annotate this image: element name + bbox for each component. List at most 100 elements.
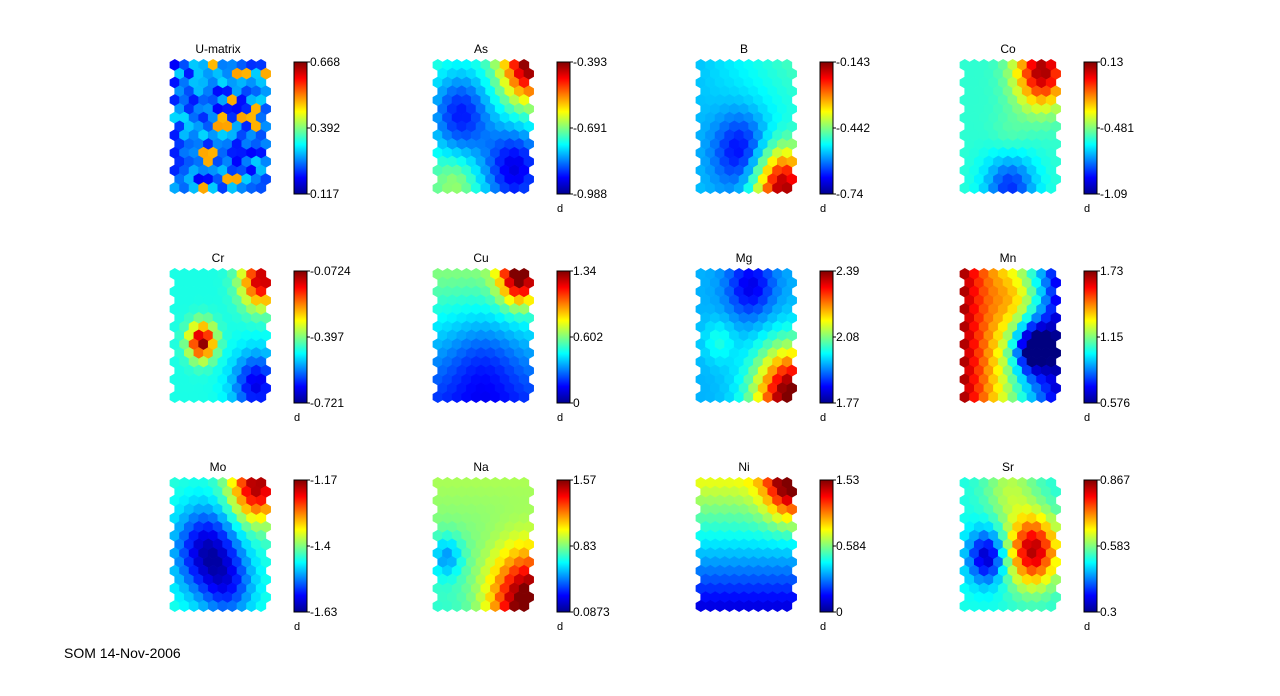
colorbar-unit-label: d [557, 203, 563, 215]
hex-cell [432, 129, 443, 142]
hex-cell [207, 111, 219, 124]
hex-cell [1002, 347, 1014, 360]
hex-cell [442, 182, 453, 194]
hex-cell [490, 164, 501, 177]
hex-cell [959, 59, 970, 71]
hex-cell [466, 276, 477, 289]
hex-cell [446, 485, 458, 498]
hex-cell [724, 477, 735, 489]
hex-cell [236, 320, 248, 333]
hex-cell [514, 573, 525, 586]
hex-cell [988, 582, 999, 595]
hex-cell [188, 182, 200, 194]
hex-cell [1045, 285, 1057, 298]
hex-cell [494, 138, 506, 151]
hex-cell [217, 303, 228, 316]
hex-cell [437, 138, 448, 151]
hex-cell [1050, 556, 1061, 569]
hex-cell [217, 355, 228, 368]
hex-cell [485, 311, 496, 324]
hex-cell [983, 520, 994, 533]
colorbar-unit-label: d [820, 621, 826, 633]
hex-cell [260, 382, 271, 395]
hex-cell [207, 129, 219, 142]
hex-cell [485, 329, 496, 342]
hex-cell [997, 564, 1009, 577]
hex-cell [1050, 520, 1061, 533]
colorbar-tick-label: 0.602 [573, 330, 603, 344]
hex-cell [1031, 503, 1042, 516]
hex-cell [461, 494, 472, 507]
hex-cell [978, 547, 990, 560]
hex-cell [437, 347, 448, 360]
hex-cell [255, 338, 267, 351]
hex-cell [236, 146, 248, 159]
hex-cell [733, 547, 745, 560]
hex-cell [738, 347, 750, 360]
hex-cell [437, 382, 448, 395]
hex-cell [743, 391, 754, 403]
hex-cell [964, 503, 975, 516]
hex-cell [743, 512, 754, 525]
hex-cell [518, 547, 530, 560]
hex-cell [1021, 485, 1033, 498]
hex-cell [733, 582, 745, 595]
colorbar-tick-label: 0.576 [1100, 396, 1130, 410]
hex-cell [451, 94, 463, 107]
hex-cell [217, 582, 228, 595]
hex-cell [724, 391, 735, 403]
hex-cell [475, 520, 487, 533]
hex-cell [169, 146, 180, 159]
hex-cell [748, 329, 759, 342]
hex-cell [959, 529, 970, 542]
colorbar-tick-label: -0.721 [310, 396, 344, 410]
hex-cell [988, 477, 999, 489]
hex-cell [964, 556, 975, 569]
hex-cell [432, 182, 443, 194]
hex-cell [442, 600, 453, 612]
hex-cell [969, 512, 980, 525]
hex-cell [470, 391, 482, 403]
hex-cell [523, 573, 534, 586]
hex-cell [236, 512, 248, 525]
hex-cell [217, 373, 228, 386]
hex-cell [466, 382, 477, 395]
hex-cell [1050, 276, 1061, 289]
hex-cell [193, 347, 204, 360]
hex-cell [738, 591, 750, 604]
colorbar-unit-label: d [1084, 203, 1090, 215]
hex-cell [1007, 268, 1018, 280]
hex-cell [978, 268, 990, 280]
hex-cell [475, 276, 487, 289]
hex-cell [762, 320, 774, 333]
hex-cell [964, 173, 975, 186]
hex-cell [695, 373, 706, 386]
hex-cell [964, 573, 975, 586]
hex-cell [1017, 564, 1028, 577]
hex-cell [757, 155, 769, 168]
hex-cell [432, 600, 443, 612]
hex-cell [255, 146, 267, 159]
hex-cell [1007, 94, 1018, 107]
hex-cell [781, 94, 793, 107]
hex-cell [1026, 477, 1038, 489]
hex-cell [523, 67, 534, 80]
hex-cell [1036, 391, 1047, 403]
hex-cell [777, 276, 788, 289]
hex-cell [969, 494, 980, 507]
hex-cell [251, 294, 262, 307]
hex-cell [222, 311, 233, 324]
hex-cell [1012, 311, 1023, 324]
hex-cell [446, 294, 458, 307]
hex-cell [1036, 111, 1047, 124]
hex-cell [188, 373, 200, 386]
hex-cell [973, 102, 985, 115]
hex-cell [485, 347, 496, 360]
hex-cell [753, 111, 764, 124]
hex-cell [514, 329, 525, 342]
hex-cell [1041, 485, 1052, 498]
hex-cell [485, 276, 496, 289]
hex-cell [757, 485, 769, 498]
hex-cell [246, 146, 257, 159]
hex-cell [719, 294, 730, 307]
